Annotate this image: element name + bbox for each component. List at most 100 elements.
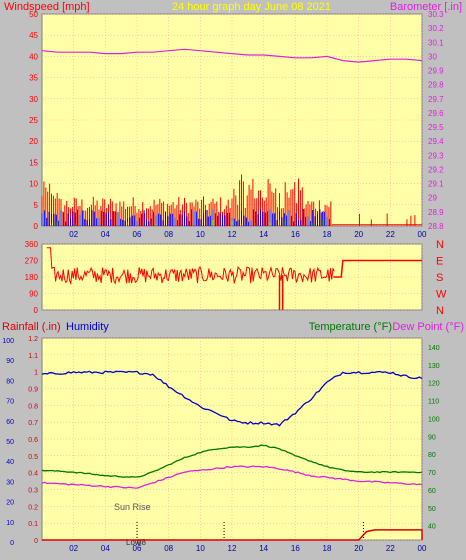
x-tick-label: 14 xyxy=(259,230,268,239)
chart-title: 24 hour graph day June 08 2021 xyxy=(172,1,331,13)
x-tick-label: 22 xyxy=(386,544,395,553)
chart-marks: 0510152025303540455028.828.92929.129.229… xyxy=(2,10,447,553)
wind-tick-label: 45 xyxy=(29,31,38,40)
date-annotation: 08 xyxy=(137,538,146,547)
temp-tick-label: 140 xyxy=(428,345,440,352)
rain-tick-label: 0.7 xyxy=(28,420,38,427)
rain-tick-label: 1.1 xyxy=(28,353,38,360)
baro-tick-label: 29.1 xyxy=(428,180,444,189)
x-tick-label: 02 xyxy=(69,230,78,239)
temp-tick-label: 50 xyxy=(428,506,436,513)
dew-point-line xyxy=(41,465,423,489)
wind-direction-line xyxy=(46,247,335,286)
temp-tick-label: 70 xyxy=(428,470,436,477)
temp-tick-label: 120 xyxy=(428,381,440,388)
baro-tick-label: 28.8 xyxy=(428,222,444,231)
rainfall-axis-label: Rainfall (.in) xyxy=(2,321,61,333)
x-tick-label: 10 xyxy=(196,230,205,239)
wind-tick-label: 5 xyxy=(34,201,39,210)
temp-tick-label: 90 xyxy=(428,434,436,441)
rain-tick-label: 0.3 xyxy=(28,488,38,495)
barometer-axis-label: Barometer [.in] xyxy=(390,1,462,13)
low-annotation: Low xyxy=(126,538,141,547)
baro-tick-label: 29.7 xyxy=(428,95,444,104)
temp-tick-label: 100 xyxy=(428,416,440,423)
dewpoint-axis-label: Dew Point (°F) xyxy=(392,321,464,333)
temperature-axis-label: Temperature (°F) xyxy=(309,321,392,333)
x-tick-label: 16 xyxy=(291,230,300,239)
rain-tick-label: 0.4 xyxy=(28,471,38,478)
baro-tick-label: 28.9 xyxy=(428,208,444,217)
x-tick-label: 18 xyxy=(323,230,332,239)
temp-tick-label: 40 xyxy=(428,524,436,531)
baro-tick-label: 29.5 xyxy=(428,123,444,132)
wind-tick-label: 20 xyxy=(29,137,38,146)
direction-tick-label: 360 xyxy=(25,240,39,249)
baro-tick-label: 30.3 xyxy=(428,10,444,19)
wind-tick-label: 25 xyxy=(29,116,38,125)
rain-tick-label: 0.6 xyxy=(28,437,38,444)
direction-tick-label: 180 xyxy=(25,273,39,282)
baro-tick-label: 30.1 xyxy=(428,38,444,47)
humidity-tick-label: 90 xyxy=(6,358,14,365)
x-tick-label: 00 xyxy=(418,230,427,239)
rain-tick-label: 1 xyxy=(34,370,38,377)
compass-label: W xyxy=(436,289,447,301)
humidity-tick-label: 50 xyxy=(6,439,14,446)
temp-tick-label: 80 xyxy=(428,452,436,459)
rain-tick-label: 0.9 xyxy=(28,387,38,394)
wind-tick-label: 15 xyxy=(29,158,38,167)
baro-tick-label: 29.9 xyxy=(428,67,444,76)
direction-tick-label: 0 xyxy=(34,306,39,315)
rain-tick-label: 0.8 xyxy=(28,403,38,410)
humidity-tick-label: 80 xyxy=(6,378,14,385)
baro-tick-label: 29.3 xyxy=(428,151,444,160)
compass-label: N xyxy=(436,305,444,317)
wind-tick-label: 10 xyxy=(29,180,38,189)
rain-tick-label: 0 xyxy=(34,538,38,545)
x-tick-label: 16 xyxy=(291,544,300,553)
humidity-tick-label: 20 xyxy=(6,500,14,507)
humidity-tick-label: 30 xyxy=(6,479,14,486)
wind-tick-label: 35 xyxy=(29,74,38,83)
humidity-line xyxy=(41,370,423,427)
x-tick-label: 08 xyxy=(164,230,173,239)
humidity-axis-label: Humidity xyxy=(66,321,109,333)
rain-tick-label: 0.2 xyxy=(28,504,38,511)
direction-steady-line xyxy=(333,259,422,278)
baro-tick-label: 29.6 xyxy=(428,109,444,118)
x-tick-label: 04 xyxy=(101,544,110,553)
baro-tick-label: 30 xyxy=(428,52,437,61)
direction-tick-label: 90 xyxy=(29,290,38,299)
x-tick-label: 12 xyxy=(228,230,237,239)
rainfall-line xyxy=(42,529,423,541)
temp-tick-label: 130 xyxy=(428,363,440,370)
rain-tick-label: 0.5 xyxy=(28,454,38,461)
baro-tick-label: 29.4 xyxy=(428,137,444,146)
x-tick-label: 08 xyxy=(164,544,173,553)
humidity-tick-label: 100 xyxy=(2,338,14,345)
x-tick-label: 04 xyxy=(101,230,110,239)
barometer-line xyxy=(41,48,423,63)
humidity-tick-label: 0 xyxy=(10,540,14,547)
x-tick-label: 22 xyxy=(386,230,395,239)
rain-tick-label: 1.2 xyxy=(28,336,38,343)
sunrise-annotation: Sun Rise xyxy=(114,502,151,512)
humidity-tick-label: 40 xyxy=(6,459,14,466)
compass-label: N xyxy=(436,239,444,251)
baro-tick-label: 29.8 xyxy=(428,81,444,90)
x-tick-label: 18 xyxy=(323,544,332,553)
x-tick-label: 20 xyxy=(354,544,363,553)
baro-tick-label: 29.2 xyxy=(428,165,444,174)
temperature-line xyxy=(41,444,423,478)
x-tick-label: 20 xyxy=(354,230,363,239)
x-tick-label: 12 xyxy=(228,544,237,553)
humidity-tick-label: 10 xyxy=(6,520,14,527)
x-tick-label: 00 xyxy=(418,544,427,553)
wind-tick-label: 50 xyxy=(29,10,38,19)
x-tick-label: 02 xyxy=(69,544,78,553)
wind-tick-label: 30 xyxy=(29,95,38,104)
baro-tick-label: 30.2 xyxy=(428,24,444,33)
